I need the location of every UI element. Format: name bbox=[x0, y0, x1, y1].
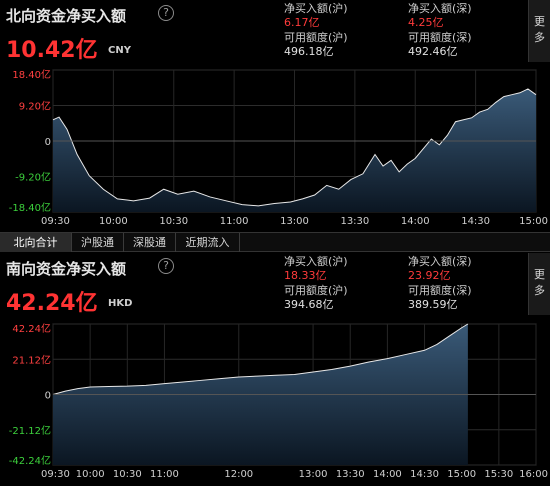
north-net-value: 10.42亿 bbox=[6, 38, 98, 63]
y-tick-label: 9.20亿 bbox=[19, 100, 51, 113]
y-tick-label: 0 bbox=[45, 391, 51, 402]
x-tick-label: 10:30 bbox=[159, 216, 188, 227]
tab-sh-connect[interactable]: 沪股通 bbox=[72, 233, 124, 252]
north-stat-label: 净买入额(沪) bbox=[284, 2, 348, 15]
x-tick-label: 14:30 bbox=[410, 469, 439, 480]
x-tick-label: 13:30 bbox=[340, 216, 369, 227]
south-stat-value: 394.68亿 bbox=[284, 298, 334, 311]
y-tick-label: 42.24亿 bbox=[12, 322, 51, 335]
tab-sz-connect[interactable]: 深股通 bbox=[124, 233, 176, 252]
x-tick-label: 13:00 bbox=[299, 469, 328, 480]
north-stat-label: 净买入额(深) bbox=[408, 2, 472, 15]
tab-bar: 北向合计 沪股通 深股通 近期流入 bbox=[0, 232, 550, 252]
north-more-button[interactable]: 更多 bbox=[528, 0, 550, 62]
x-tick-label: 13:00 bbox=[280, 216, 309, 227]
help-icon[interactable]: ? bbox=[158, 258, 174, 274]
y-tick-label: 0 bbox=[45, 137, 51, 148]
x-tick-label: 14:00 bbox=[373, 469, 402, 480]
north-stat-value: 496.18亿 bbox=[284, 45, 334, 58]
tab-recent-inflow[interactable]: 近期流入 bbox=[176, 233, 240, 252]
x-tick-label: 11:00 bbox=[220, 216, 249, 227]
x-tick-label: 10:00 bbox=[99, 216, 128, 227]
north-chart: 18.40亿 9.20亿 0 -9.20亿 -18.40亿 09:30 10:00 10:30… bbox=[9, 68, 548, 227]
tab-north-total[interactable]: 北向合计 bbox=[0, 233, 72, 252]
north-stat-label: 可用额度(深) bbox=[408, 31, 472, 44]
south-stat-value: 23.92亿 bbox=[408, 269, 451, 282]
x-tick-label: 10:00 bbox=[76, 469, 105, 480]
south-stat-label: 净买入额(深) bbox=[408, 255, 472, 268]
y-tick-label: 21.12亿 bbox=[12, 353, 51, 366]
south-stat-value: 18.33亿 bbox=[284, 269, 327, 282]
south-header: 南向资金净买入额 ? 42.24亿 HKD 净买入额(沪) 18.33亿 净买入… bbox=[0, 253, 550, 316]
south-stat-label: 可用额度(沪) bbox=[284, 284, 348, 297]
x-tick-label: 13:30 bbox=[336, 469, 365, 480]
south-net-value: 42.24亿 bbox=[6, 291, 98, 316]
x-tick-label: 16:00 bbox=[519, 469, 548, 480]
north-stat-label: 可用额度(沪) bbox=[284, 31, 348, 44]
south-currency: HKD bbox=[108, 298, 133, 309]
x-tick-label: 15:00 bbox=[447, 469, 476, 480]
north-stat-value: 4.25亿 bbox=[408, 16, 444, 29]
y-tick-label: -9.20亿 bbox=[15, 171, 51, 184]
south-stat-label: 净买入额(沪) bbox=[284, 255, 348, 268]
x-tick-label: 15:30 bbox=[484, 469, 513, 480]
y-tick-label: -21.12亿 bbox=[9, 424, 51, 437]
y-tick-label: -18.40亿 bbox=[9, 201, 51, 214]
north-stat-value: 6.17亿 bbox=[284, 16, 320, 29]
x-tick-label: 14:30 bbox=[461, 216, 490, 227]
x-tick-label: 09:30 bbox=[41, 216, 70, 227]
x-tick-label: 11:00 bbox=[150, 469, 179, 480]
series-line bbox=[52, 323, 469, 395]
south-stat-label: 可用额度(深) bbox=[408, 284, 472, 297]
series-line bbox=[52, 88, 537, 207]
south-more-button[interactable]: 更多 bbox=[528, 253, 550, 315]
north-stat-value: 492.46亿 bbox=[408, 45, 458, 58]
x-tick-label: 12:00 bbox=[224, 469, 253, 480]
south-chart: 42.24亿 21.12亿 0 -21.12亿 -42.24亿 09:30 10:00 10:… bbox=[9, 322, 548, 480]
y-tick-label: -42.24亿 bbox=[9, 454, 51, 467]
y-tick-label: 18.40亿 bbox=[12, 68, 51, 81]
north-header: 北向资金净买入额 ? 10.42亿 CNY 净买入额(沪) 6.17亿 净买入额… bbox=[0, 0, 550, 64]
x-tick-label: 09:30 bbox=[41, 469, 70, 480]
south-stat-value: 389.59亿 bbox=[408, 298, 458, 311]
x-tick-label: 14:00 bbox=[401, 216, 430, 227]
south-title: 南向资金净买入额 bbox=[6, 260, 127, 278]
x-tick-label: 10:30 bbox=[113, 469, 142, 480]
north-title: 北向资金净买入额 bbox=[6, 7, 127, 25]
x-tick-label: 15:00 bbox=[519, 216, 548, 227]
north-currency: CNY bbox=[108, 45, 131, 56]
series-area bbox=[53, 88, 536, 212]
help-icon[interactable]: ? bbox=[158, 5, 174, 21]
